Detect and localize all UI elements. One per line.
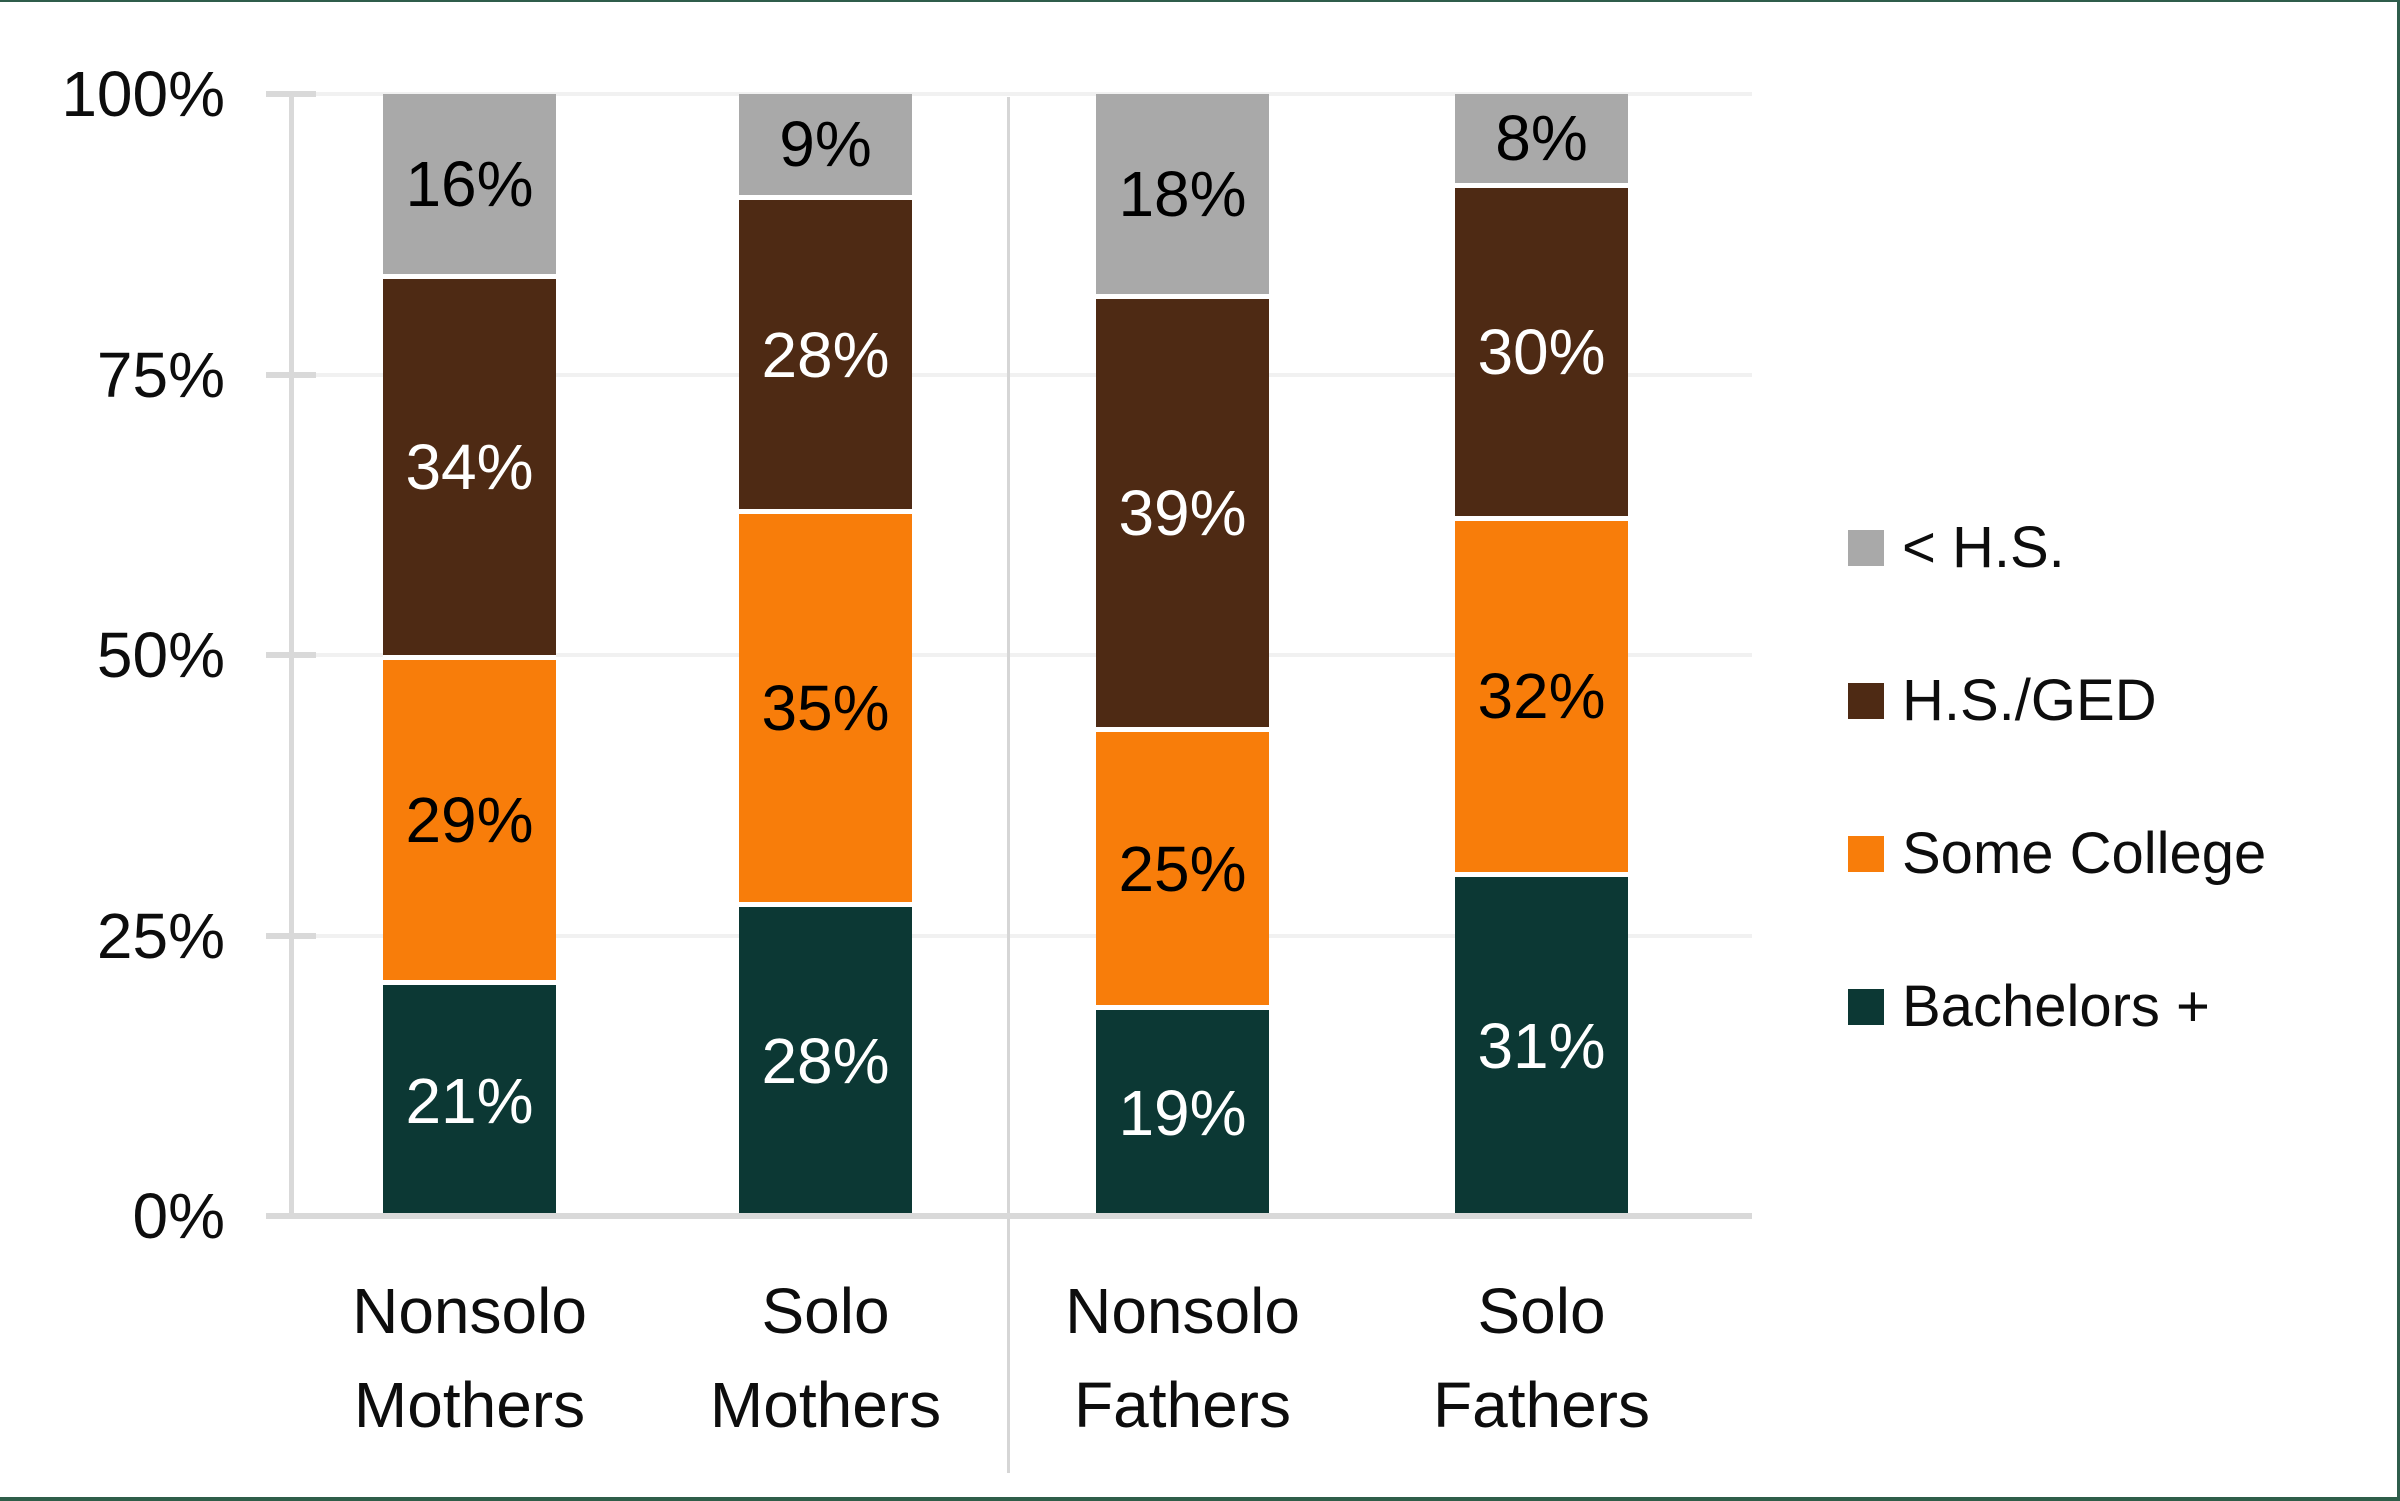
bar-nonsolo-fathers: 18% 39% 25% 19% [1096, 94, 1269, 1217]
x-label-line2: Fathers [1433, 1369, 1650, 1441]
x-label-nonsolo-fathers: Nonsolo Fathers [1003, 1264, 1363, 1452]
legend-label-some-college: Some College [1902, 821, 2267, 886]
legend-label-bachelors: Bachelors + [1902, 974, 2210, 1039]
x-label-line2: Mothers [353, 1369, 586, 1441]
legend-swatch-h-s [1848, 530, 1884, 566]
x-label-line1: Solo [1477, 1275, 1606, 1347]
segment-h-s-nonsolo-mothers: 16% [383, 94, 556, 274]
data-label: 34% [405, 430, 534, 503]
x-label-line2: Mothers [709, 1369, 942, 1441]
segment-bachelors-nonsolo-mothers: 21% [383, 980, 556, 1216]
y-tick-mark-50 [266, 652, 316, 658]
segment-some-college-nonsolo-fathers: 25% [1096, 727, 1269, 1005]
legend-label-h-s-ged: H.S./GED [1902, 668, 2157, 733]
data-label: 9% [779, 108, 872, 181]
data-label: 32% [1477, 660, 1606, 733]
x-label-line1: Solo [761, 1275, 890, 1347]
group-divider-line [1007, 97, 1010, 1473]
segment-h-s-nonsolo-fathers: 18% [1096, 94, 1269, 294]
data-label: 18% [1118, 157, 1247, 230]
gridline-75 [294, 372, 1752, 377]
segment-h-s-ged-nonsolo-fathers: 39% [1096, 293, 1269, 728]
segment-some-college-solo-fathers: 32% [1455, 516, 1628, 872]
y-tick-label-50: 50% [96, 619, 225, 691]
legend-swatch-some-college [1848, 836, 1884, 872]
x-label-line1: Nonsolo [1065, 1275, 1300, 1347]
gridline-50 [294, 653, 1752, 657]
segment-h-s-ged-nonsolo-mothers: 34% [383, 273, 556, 655]
segment-some-college-nonsolo-mothers: 29% [383, 654, 556, 981]
legend-swatch-h-s-ged [1848, 683, 1884, 719]
x-label-solo-fathers: Solo Fathers [1362, 1264, 1722, 1452]
x-label-line1: Nonsolo [352, 1275, 587, 1347]
x-axis-line [266, 1213, 1752, 1219]
y-tick-label-100: 100% [61, 58, 225, 130]
gridline-25 [294, 933, 1752, 938]
x-label-line2: Fathers [1074, 1369, 1291, 1441]
segment-h-s-ged-solo-mothers: 28% [739, 194, 912, 510]
data-label: 28% [761, 1025, 890, 1098]
bar-solo-fathers: 8% 30% 32% 31% [1455, 94, 1628, 1216]
segment-h-s-ged-solo-fathers: 30% [1455, 182, 1628, 517]
data-label: 28% [761, 318, 890, 391]
segment-bachelors-nonsolo-fathers: 19% [1096, 1004, 1269, 1217]
segment-h-s-solo-mothers: 9% [739, 94, 912, 195]
y-tick-label-0: 0% [132, 1180, 226, 1252]
data-label: 19% [1118, 1076, 1247, 1149]
segment-some-college-solo-mothers: 35% [739, 509, 912, 902]
segment-bachelors-solo-fathers: 31% [1455, 871, 1628, 1216]
legend-swatch-bachelors [1848, 989, 1884, 1025]
segment-bachelors-solo-mothers: 28% [739, 901, 912, 1216]
data-label: 30% [1477, 316, 1606, 388]
x-label-solo-mothers: Solo Mothers [646, 1264, 1006, 1452]
data-label: 31% [1477, 1010, 1606, 1083]
bar-solo-mothers: 9% 28% 35% 28% [739, 94, 912, 1216]
data-label: 29% [405, 784, 534, 857]
data-label: 8% [1495, 102, 1588, 175]
data-label: 25% [1118, 832, 1247, 905]
x-label-nonsolo-mothers: Nonsolo Mothers [290, 1264, 650, 1452]
legend-label-h-s: < H.S. [1902, 515, 2065, 580]
y-tick-mark-100 [266, 91, 316, 97]
data-label: 16% [405, 147, 534, 220]
segment-h-s-solo-fathers: 8% [1455, 94, 1628, 183]
y-tick-mark-25 [266, 932, 316, 939]
data-label: 35% [761, 671, 890, 744]
gridline-100 [294, 92, 1752, 96]
y-tick-label-75: 75% [96, 338, 225, 411]
y-tick-mark-75 [266, 371, 316, 378]
data-label: 39% [1118, 477, 1247, 550]
bar-nonsolo-mothers: 16% 34% 29% 21% [383, 94, 556, 1216]
data-label: 21% [405, 1064, 534, 1137]
y-tick-label-25: 25% [96, 899, 225, 972]
